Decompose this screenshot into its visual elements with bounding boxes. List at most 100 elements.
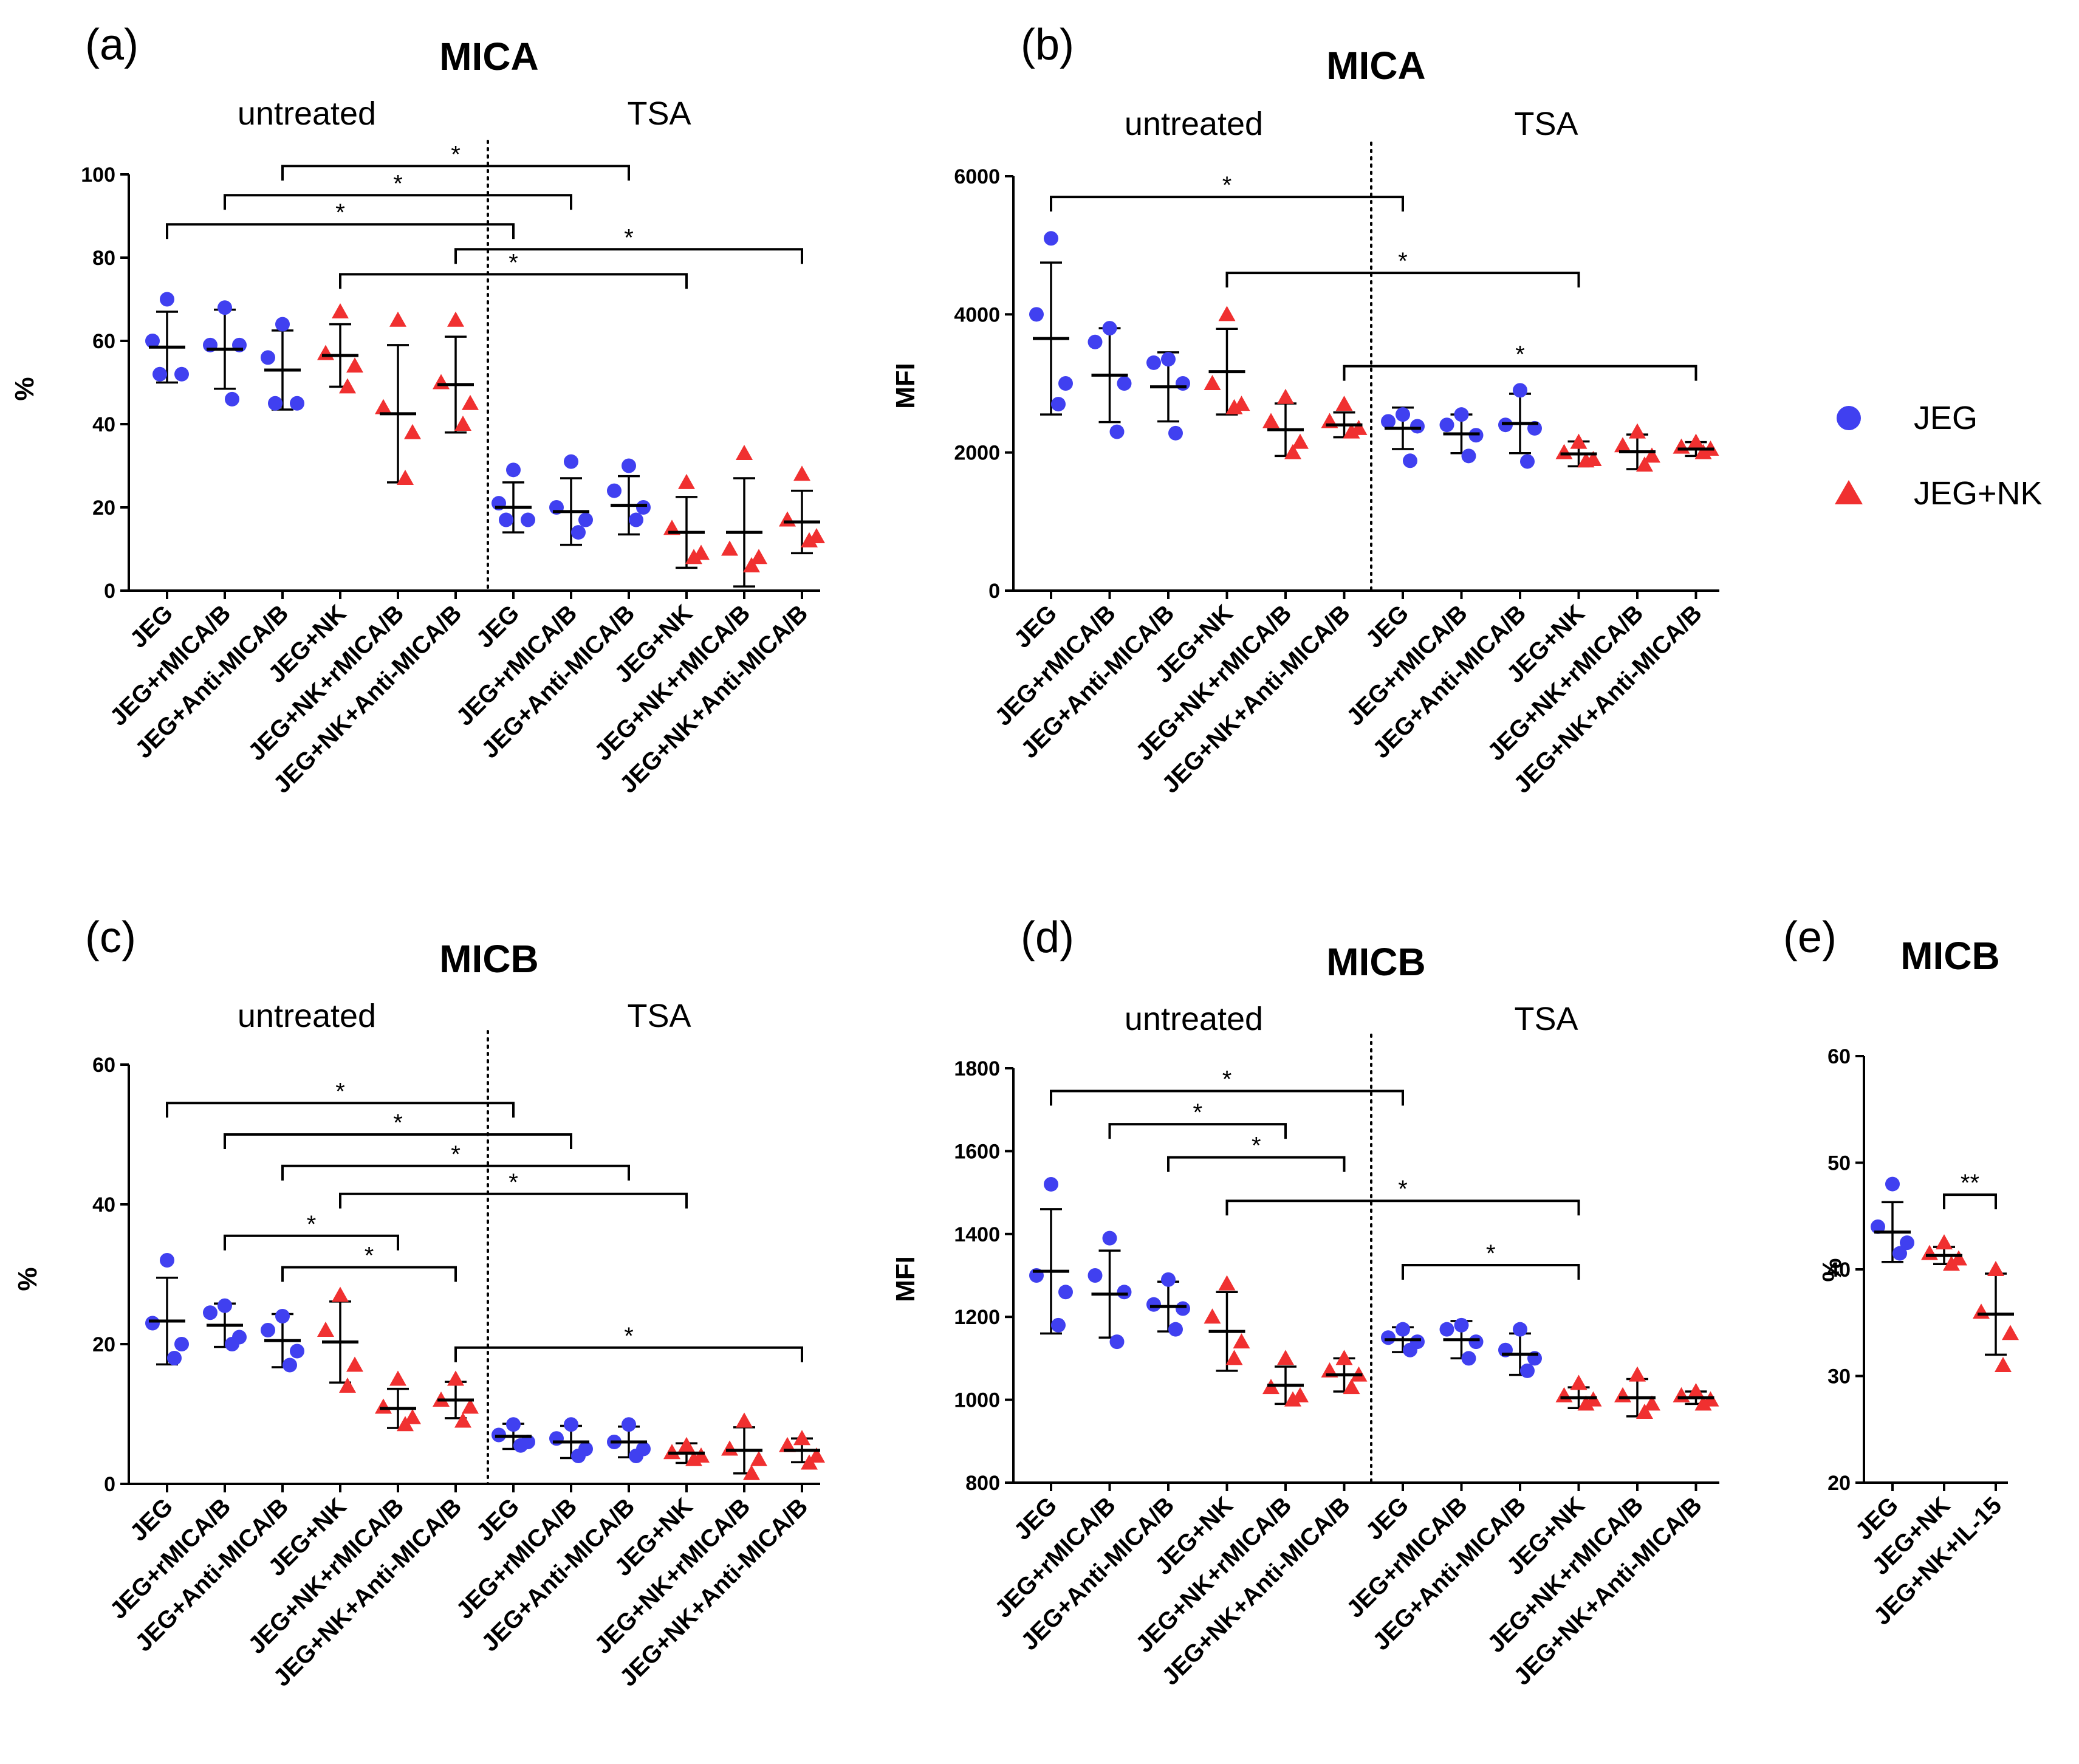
- panel-c-ylabel: %: [13, 1267, 43, 1291]
- panel-a-group-tsa: TSA: [627, 95, 691, 132]
- panel-c-point-jeg-nk: [375, 1398, 392, 1414]
- panel-b-point-jeg-nk: [1577, 452, 1595, 468]
- panel-a-point-jeg: [607, 483, 622, 498]
- panel-d-significance-bracket: [1402, 1263, 1580, 1280]
- panel-b-point-jeg: [1058, 376, 1073, 391]
- panel-b-point-jeg: [1087, 334, 1103, 349]
- panel-c-significance-bracket: [454, 1346, 803, 1362]
- panel-b-point-jeg: [1410, 419, 1425, 434]
- panel-c-category-label: JEG: [125, 1493, 179, 1546]
- panel-b-point-jeg-nk: [1262, 413, 1279, 428]
- panel-a-y-tick-label: 20: [92, 496, 115, 520]
- panel-d: (d) MICB untreated TSA MFI 800 1000 1200 14…: [891, 913, 1719, 1690]
- panel-c-point-jeg-nk: [346, 1356, 363, 1372]
- panel-a-point-jeg: [629, 512, 643, 527]
- panel-c-significance-label: *: [393, 1110, 403, 1136]
- panel-d-point-jeg-nk: [1284, 1391, 1301, 1407]
- panel-b-point-jeg-nk: [1614, 437, 1631, 453]
- panel-c-significance-label: *: [451, 1141, 461, 1168]
- panel-a-point-jeg: [578, 512, 593, 527]
- panel-d-point-jeg-nk: [1643, 1395, 1660, 1411]
- panel-c: (c) MICB untreated TSA % 0204060JEGJEG+r…: [13, 913, 825, 1692]
- panel-d-point-jeg: [1051, 1317, 1066, 1333]
- panel-b-y-tick-label: 6000: [954, 165, 1000, 188]
- panel-d-point-jeg: [1513, 1322, 1527, 1337]
- panel-b-group-tsa: TSA: [1514, 106, 1578, 142]
- panel-a-point-jeg-nk: [332, 303, 349, 319]
- panel-c-point-jeg: [283, 1357, 297, 1373]
- panel-c-point-jeg: [622, 1417, 636, 1432]
- panel-e: (e) MICB % 2030405060JEGJEG+NKJEG+NK+IL-…: [1783, 913, 2019, 1630]
- panel-e-y-tick-label: 50: [1827, 1152, 1851, 1175]
- panel-d-ylabel: MFI: [891, 1256, 920, 1302]
- panel-c-significance-label: *: [624, 1323, 634, 1350]
- panel-d-point-jeg-nk: [1694, 1395, 1712, 1411]
- panel-c-point-jeg: [145, 1316, 160, 1331]
- panel-b-point-jeg: [1117, 376, 1132, 391]
- panel-c-point-jeg-nk: [404, 1409, 421, 1424]
- panel-c-significance-bracket: [281, 1164, 630, 1181]
- panel-d-point-jeg-nk: [1335, 1350, 1353, 1365]
- panel-d-y-tick-label: 1000: [954, 1389, 1000, 1412]
- panel-c-significance-label: *: [509, 1169, 518, 1196]
- panel-b-point-jeg-nk: [1687, 433, 1705, 449]
- panel-b-point-jeg: [1109, 424, 1125, 439]
- panel-c-point-jeg-nk: [663, 1444, 680, 1460]
- panel-a-point-jeg: [499, 512, 513, 527]
- panel-e-ylabel: %: [1817, 1258, 1847, 1282]
- panel-a-point-jeg-nk: [339, 378, 356, 394]
- panel-e-title: MICB: [1900, 934, 2000, 978]
- panel-b-group-untreated: untreated: [1125, 106, 1263, 142]
- panel-c-point-jeg-nk: [317, 1322, 334, 1337]
- panel-d-point-jeg: [1461, 1351, 1476, 1366]
- panel-b-point-jeg: [1461, 448, 1476, 464]
- panel-b-point-jeg-nk: [1218, 306, 1236, 321]
- panel-b-point-jeg: [1520, 454, 1535, 469]
- panel-a-point-jeg: [564, 454, 578, 469]
- panel-d-point-jeg: [1109, 1334, 1125, 1350]
- panel-d-point-jeg: [1087, 1268, 1103, 1283]
- panel-b-point-jeg: [1439, 417, 1454, 433]
- panel-c-significance-label: *: [307, 1211, 317, 1238]
- panel-c-significance-bracket: [339, 1192, 688, 1209]
- panel-d-point-jeg: [1454, 1317, 1469, 1333]
- panel-e-point-jeg-nk: [1995, 1356, 2012, 1372]
- panel-e-letter: (e): [1783, 913, 1837, 962]
- panel-d-point-jeg-nk: [1673, 1387, 1690, 1402]
- panel-e-point-jeg-nk: [1943, 1255, 1960, 1271]
- panel-d-point-jeg: [1161, 1272, 1176, 1287]
- panel-a-significance-bracket: [224, 194, 572, 210]
- panel-a-point-jeg: [152, 366, 167, 382]
- panel-a-point-jeg-nk: [454, 416, 471, 431]
- panel-c-point-jeg-nk: [462, 1398, 479, 1414]
- panel-a-significance-label: *: [451, 141, 461, 168]
- panel-a-point-jeg-nk: [433, 374, 450, 390]
- panel-b-point-jeg: [1146, 355, 1161, 370]
- panel-b-category-label: JEG: [1361, 600, 1414, 653]
- panel-c-point-jeg: [160, 1253, 174, 1268]
- panel-b: (b) MICA untreated TSA MFI 0 2000 4000 6000…: [891, 21, 1719, 798]
- panel-d-point-jeg-nk: [1577, 1395, 1595, 1411]
- panel-e-point-jeg-nk: [1973, 1303, 1990, 1319]
- panel-b-point-jeg-nk: [1204, 375, 1221, 390]
- panel-e-y-tick-label: 60: [1827, 1045, 1851, 1068]
- panel-a-point-jeg-nk: [721, 540, 738, 556]
- panel-b-significance-label: *: [1515, 341, 1525, 368]
- panel-a-point-jeg-nk: [389, 311, 406, 327]
- panel-d-significance-bracket: [1167, 1156, 1346, 1172]
- legend-jeg-label: JEG: [1914, 400, 1978, 436]
- panel-b-point-jeg-nk: [1292, 433, 1309, 449]
- panel-b-point-jeg-nk: [1343, 423, 1360, 439]
- panel-d-category-label: JEG: [1009, 1492, 1063, 1545]
- panel-c-point-jeg-nk: [808, 1447, 825, 1463]
- panel-e-point-jeg: [1892, 1246, 1907, 1261]
- panel-a-point-jeg-nk: [397, 470, 414, 486]
- panel-b-point-jeg: [1102, 321, 1117, 336]
- panel-c-point-jeg: [275, 1309, 290, 1323]
- panel-a-point-jeg-nk: [375, 399, 392, 414]
- panel-a-point-jeg-nk: [447, 311, 464, 327]
- panel-c-point-jeg-nk: [721, 1440, 738, 1456]
- panel-a-y-tick-label: 0: [104, 580, 115, 603]
